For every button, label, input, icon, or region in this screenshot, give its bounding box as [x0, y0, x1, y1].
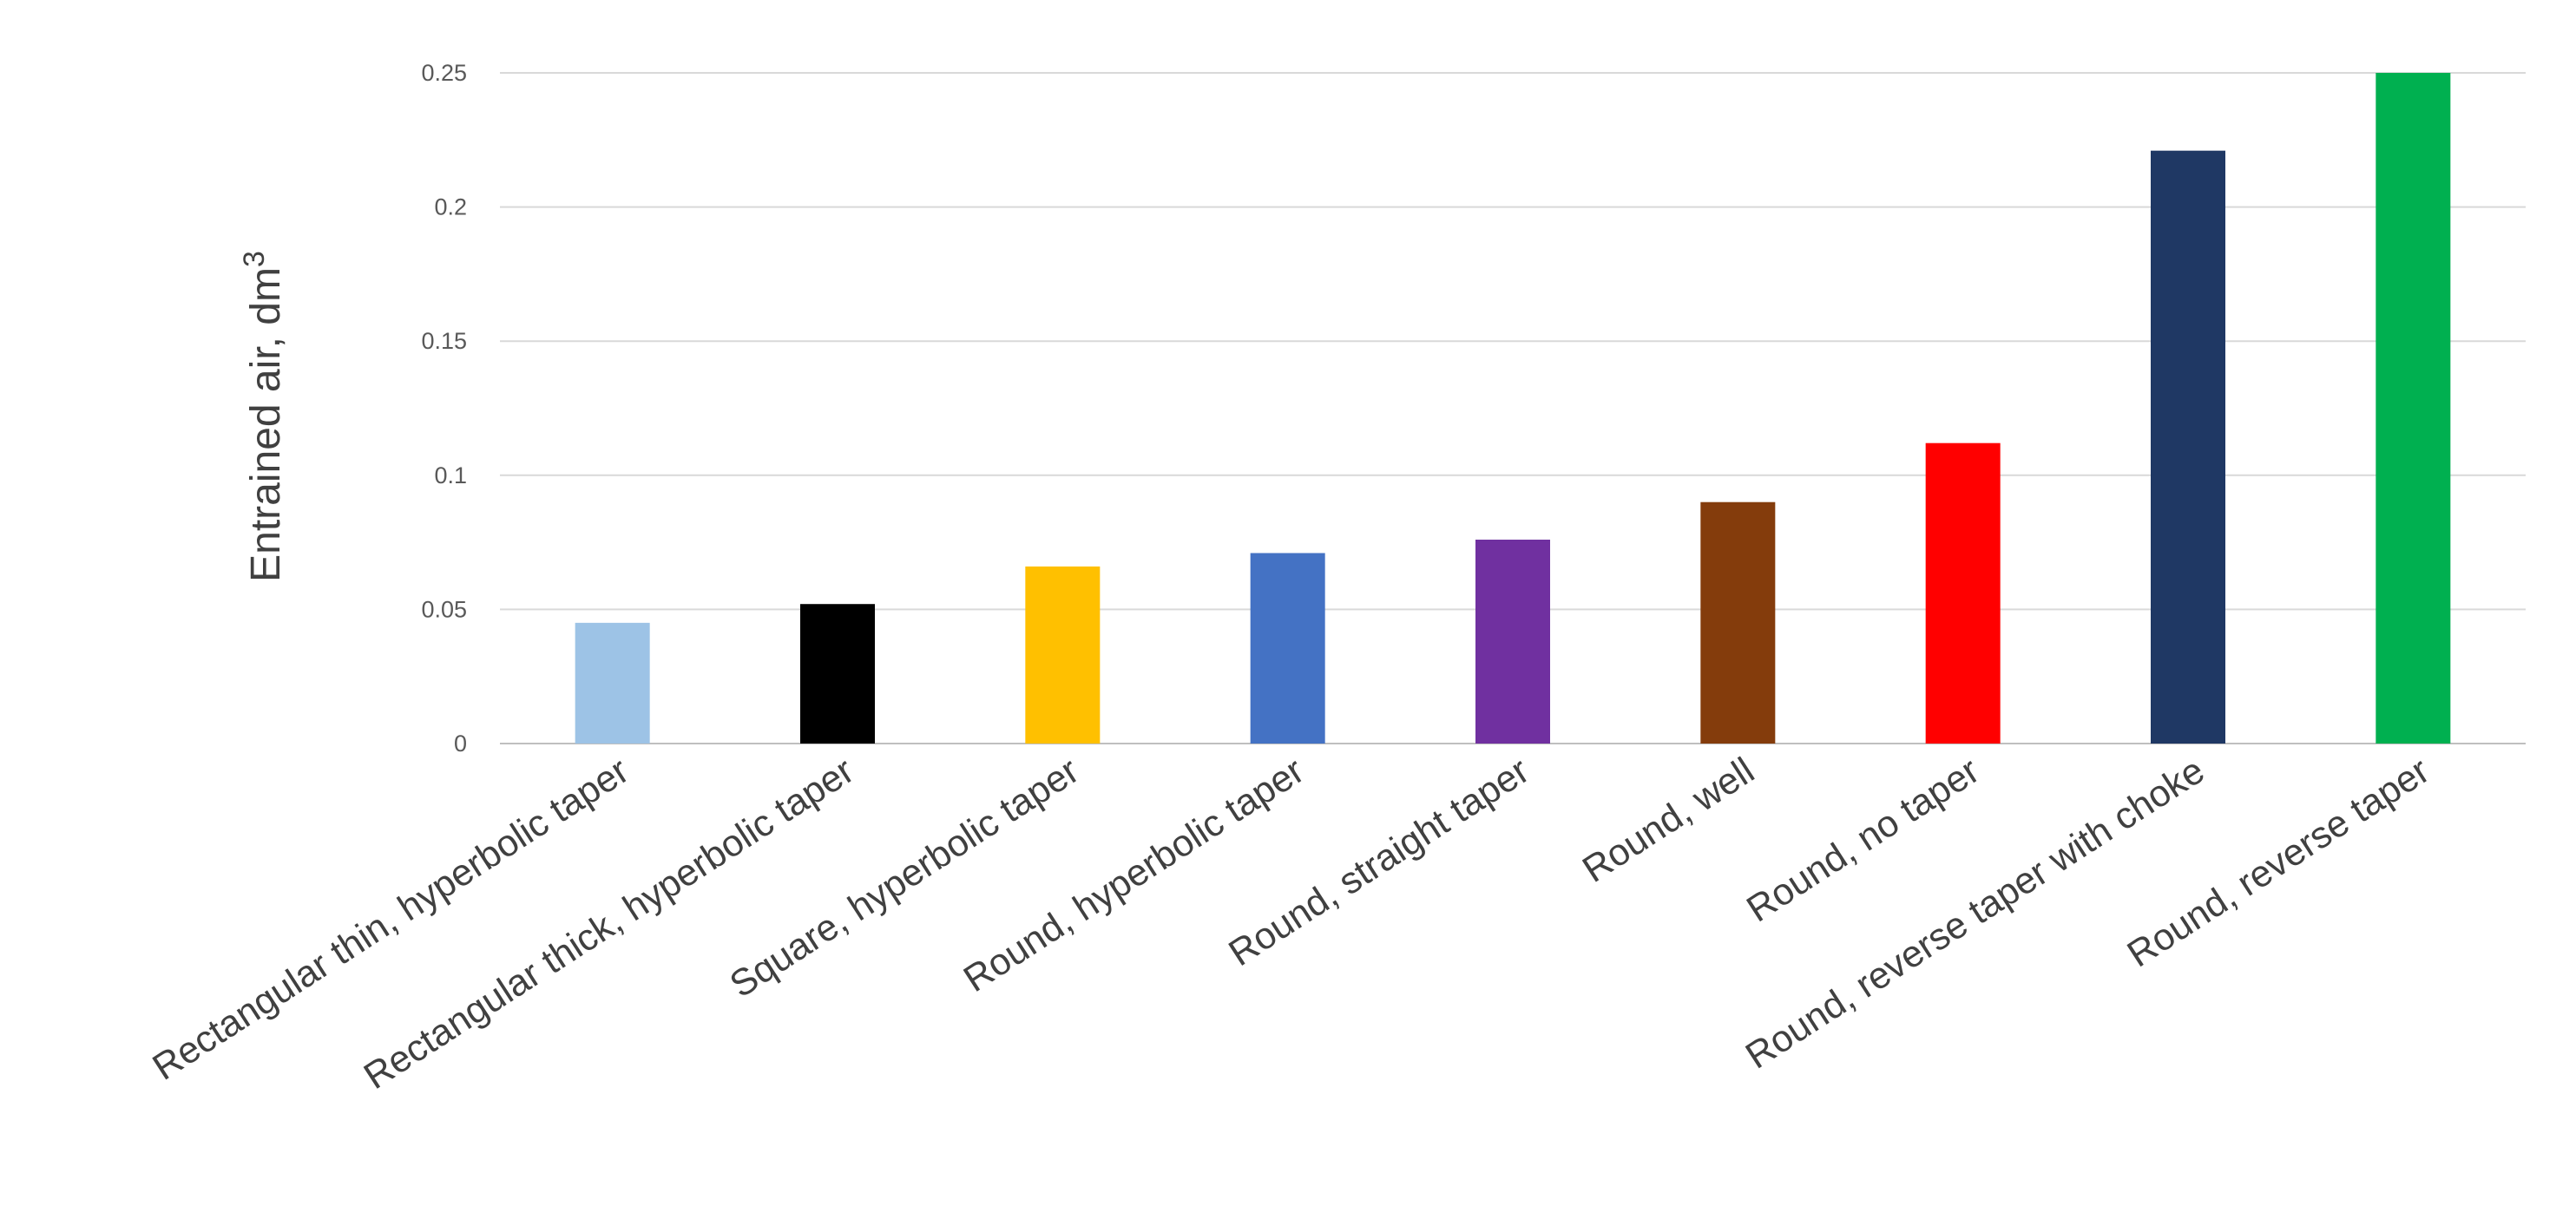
y-tick-labels: 0 0.05 0.1 0.15 0.2 0.25 — [421, 60, 467, 757]
bar — [1025, 566, 1101, 744]
bar — [1250, 553, 1325, 744]
bar — [1925, 442, 2001, 744]
y-tick-label: 0 — [454, 731, 467, 757]
x-category-label: Round, well — [1575, 750, 1762, 891]
y-tick-label: 0.25 — [421, 60, 467, 86]
y-tick-label: 0.1 — [434, 462, 467, 488]
y-axis-label: Entrained air, dm3 — [238, 251, 289, 582]
y-tick-label: 0.2 — [434, 194, 467, 220]
bar — [1475, 540, 1550, 744]
bar — [800, 604, 875, 744]
bar — [2376, 73, 2451, 744]
y-axis-label-superscript: 3 — [238, 251, 271, 267]
x-category-label: Round, no taper — [1739, 750, 1987, 930]
bars — [575, 73, 2451, 744]
x-category-label: Square, hyperbolic taper — [723, 750, 1087, 1006]
x-category-labels: Rectangular thin, hyperbolic taperRectan… — [146, 750, 2437, 1098]
y-tick-label: 0.15 — [421, 328, 467, 354]
bar — [575, 622, 650, 744]
bar — [2151, 150, 2225, 744]
x-category-label: Round, reverse taper with choke — [1738, 750, 2211, 1077]
y-tick-label: 0.05 — [421, 596, 467, 622]
x-category-label: Rectangular thin, hyperbolic taper — [146, 750, 636, 1088]
y-axis-label-text: Entrained air, dm — [243, 267, 289, 582]
bar — [1700, 501, 1776, 744]
